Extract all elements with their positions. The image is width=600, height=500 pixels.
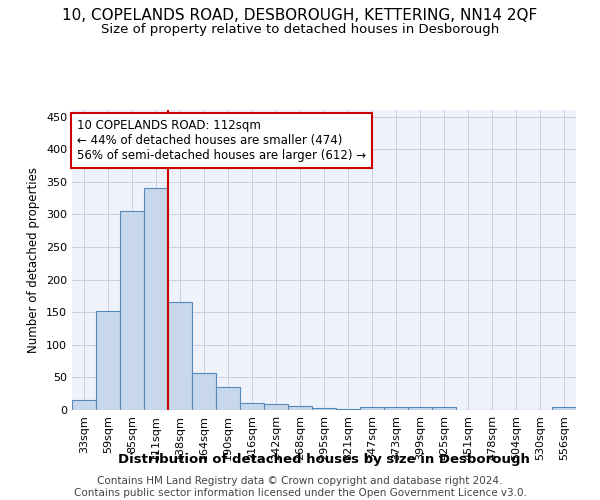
Bar [264, 404, 288, 410]
Bar [408, 406, 432, 410]
Text: 10, COPELANDS ROAD, DESBOROUGH, KETTERING, NN14 2QF: 10, COPELANDS ROAD, DESBOROUGH, KETTERIN… [62, 8, 538, 22]
Bar [312, 408, 336, 410]
Bar [72, 400, 96, 410]
Bar [96, 311, 120, 410]
Bar [240, 404, 264, 410]
Bar [120, 211, 144, 410]
Bar [552, 406, 576, 410]
Text: Size of property relative to detached houses in Desborough: Size of property relative to detached ho… [101, 22, 499, 36]
Text: Distribution of detached houses by size in Desborough: Distribution of detached houses by size … [118, 452, 530, 466]
Text: 10 COPELANDS ROAD: 112sqm
← 44% of detached houses are smaller (474)
56% of semi: 10 COPELANDS ROAD: 112sqm ← 44% of detac… [77, 119, 366, 162]
Bar [432, 406, 456, 410]
Y-axis label: Number of detached properties: Number of detached properties [28, 167, 40, 353]
Bar [360, 406, 384, 410]
Bar [384, 406, 408, 410]
Text: Contains HM Land Registry data © Crown copyright and database right 2024.
Contai: Contains HM Land Registry data © Crown c… [74, 476, 526, 498]
Bar [216, 387, 240, 410]
Bar [192, 373, 216, 410]
Bar [288, 406, 312, 410]
Bar [168, 302, 192, 410]
Bar [144, 188, 168, 410]
